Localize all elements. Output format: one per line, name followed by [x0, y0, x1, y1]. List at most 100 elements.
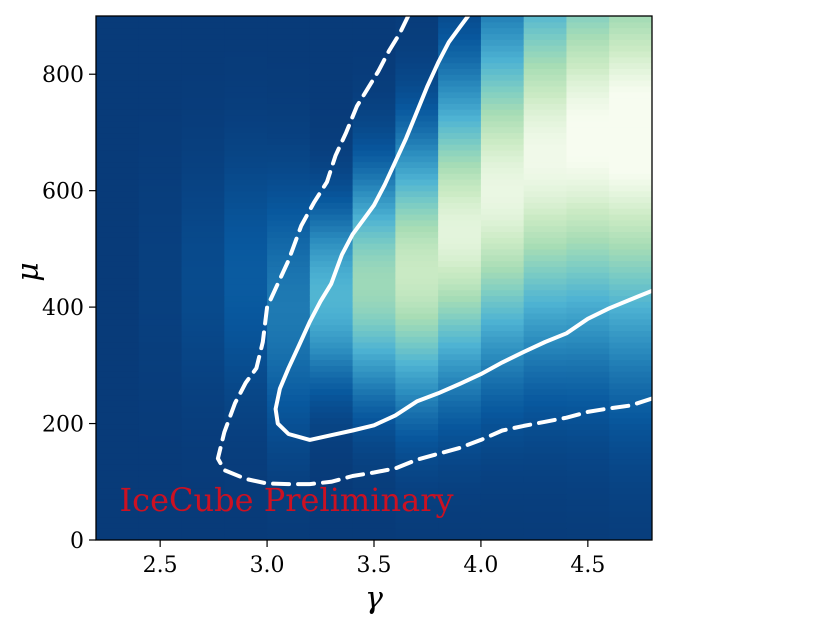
heatmap-cell — [438, 365, 482, 372]
heatmap-cell — [480, 458, 525, 465]
heatmap-cell — [138, 342, 183, 349]
heatmap-cell — [395, 184, 439, 192]
heatmap-cell — [480, 400, 525, 407]
heatmap-cell — [395, 202, 439, 209]
heatmap-cell — [480, 196, 525, 203]
heatmap-cell — [480, 132, 525, 139]
heatmap-cell — [309, 452, 354, 460]
heatmap-cell — [309, 173, 354, 180]
heatmap-cell — [96, 295, 140, 302]
heatmap-cell — [138, 353, 183, 361]
heatmap-cell — [138, 528, 183, 535]
heatmap-cell — [352, 231, 396, 238]
heatmap-cell — [523, 382, 568, 390]
heatmap-cell — [523, 295, 568, 302]
heatmap-cell — [138, 74, 183, 81]
heatmap-cell — [609, 452, 652, 460]
heatmap-cell — [96, 68, 140, 75]
heatmap-cell — [309, 406, 354, 413]
heatmap-cell — [480, 97, 525, 104]
heatmap-cell — [309, 347, 354, 355]
heatmap-cell — [352, 179, 396, 186]
heatmap-cell — [352, 155, 396, 163]
heatmap-cell — [566, 510, 610, 518]
heatmap-cell — [138, 237, 183, 244]
heatmap-cell — [566, 481, 610, 489]
heatmap-cell — [480, 382, 525, 390]
heatmap-cell — [224, 417, 268, 425]
heatmap-cell — [352, 475, 396, 483]
heatmap-cell — [566, 39, 610, 46]
heatmap-cell — [438, 248, 482, 256]
heatmap-cell — [566, 50, 610, 58]
heatmap-cell — [96, 45, 140, 52]
heatmap-cell — [138, 289, 183, 297]
heatmap-cell — [523, 68, 568, 75]
heatmap-cell — [609, 301, 652, 308]
heatmap-cell — [96, 167, 140, 174]
heatmap-cell — [224, 266, 268, 273]
heatmap-cell — [352, 39, 396, 46]
heatmap-cell — [224, 68, 268, 75]
heatmap-cell — [224, 50, 268, 58]
heatmap-cell — [352, 260, 396, 267]
heatmap-cell — [438, 312, 482, 320]
heatmap-cell — [395, 80, 439, 87]
heatmap-cell — [352, 144, 396, 151]
heatmap-cell — [267, 161, 311, 168]
heatmap-cell — [309, 254, 354, 262]
heatmap-cell — [566, 120, 610, 128]
heatmap-cell — [309, 487, 354, 495]
heatmap-cell — [309, 295, 354, 302]
heatmap-cell — [438, 435, 482, 442]
heatmap-cell — [138, 516, 183, 524]
heatmap-cell — [224, 406, 268, 413]
heatmap-cell — [96, 400, 140, 407]
heatmap-cell — [181, 278, 225, 285]
heatmap-cell — [138, 330, 183, 337]
heatmap-cell — [138, 120, 183, 128]
heatmap-cell — [224, 260, 268, 267]
heatmap-cell — [96, 237, 140, 244]
heatmap-cell — [181, 237, 225, 244]
heatmap-cell — [395, 16, 439, 23]
heatmap-cell — [438, 342, 482, 349]
heatmap-cell — [224, 452, 268, 460]
heatmap-cell — [566, 359, 610, 366]
heatmap-cell — [181, 272, 225, 279]
heatmap-cell — [395, 91, 439, 99]
heatmap-cell — [267, 266, 311, 273]
heatmap-cell — [438, 184, 482, 192]
heatmap-cell — [267, 27, 311, 35]
heatmap-cell — [523, 208, 568, 215]
heatmap-cell — [523, 272, 568, 279]
heatmap-cell — [438, 347, 482, 355]
heatmap-cell — [609, 365, 652, 372]
heatmap-cell — [96, 441, 140, 448]
heatmap-cell — [352, 400, 396, 407]
heatmap-cell — [96, 243, 140, 250]
x-tick-label: 2.5 — [143, 553, 178, 578]
heatmap-cell — [566, 138, 610, 145]
heatmap-cell — [395, 417, 439, 425]
heatmap-cell — [96, 394, 140, 401]
heatmap-cell — [138, 446, 183, 454]
heatmap-cell — [395, 114, 439, 122]
heatmap-cell — [480, 307, 525, 314]
heatmap-cell — [224, 481, 268, 489]
heatmap-cell — [224, 371, 268, 378]
heatmap-cell — [309, 353, 354, 361]
heatmap-cell — [181, 33, 225, 40]
heatmap-cell — [309, 510, 354, 518]
heatmap-cell — [309, 74, 354, 81]
heatmap-cell — [395, 27, 439, 35]
heatmap-cell — [96, 56, 140, 64]
heatmap-cell — [352, 382, 396, 390]
heatmap-cell — [138, 50, 183, 58]
heatmap-cell — [309, 359, 354, 366]
heatmap-cell — [138, 272, 183, 279]
heatmap-cell — [523, 353, 568, 361]
heatmap-cell — [224, 528, 268, 535]
heatmap-cell — [523, 231, 568, 238]
heatmap-cell — [138, 365, 183, 372]
